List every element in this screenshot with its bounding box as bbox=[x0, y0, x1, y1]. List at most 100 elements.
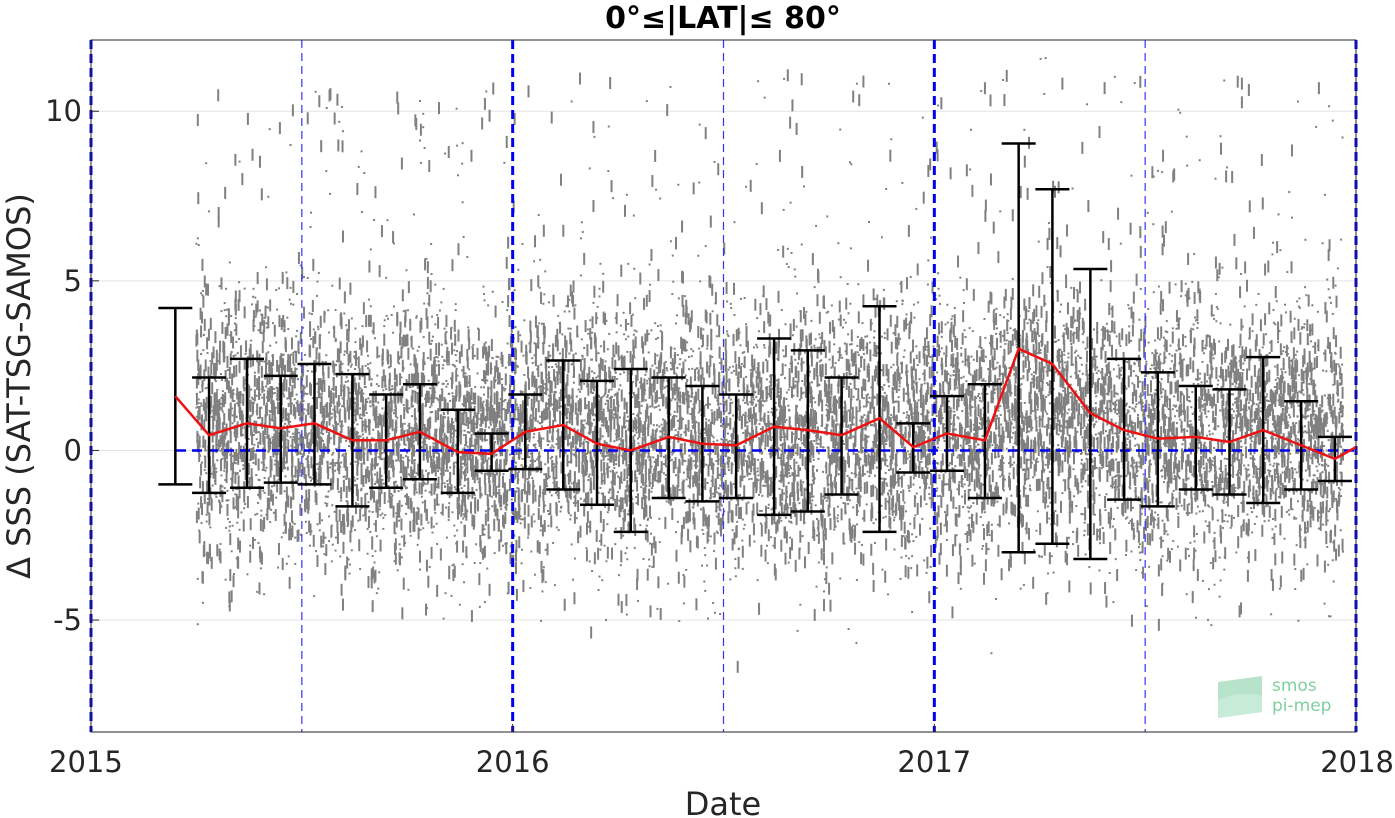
scatter-point bbox=[289, 144, 292, 147]
scatter-point bbox=[602, 448, 605, 461]
scatter-point bbox=[331, 284, 334, 287]
scatter-point bbox=[348, 478, 351, 491]
scatter-point bbox=[631, 497, 634, 500]
scatter-point bbox=[215, 391, 218, 404]
scatter-point bbox=[501, 388, 504, 391]
scatter-point bbox=[370, 576, 373, 589]
scatter-point bbox=[648, 263, 651, 266]
scatter-point bbox=[309, 338, 312, 341]
scatter-point bbox=[348, 404, 351, 407]
scatter-point bbox=[488, 345, 491, 358]
scatter-point bbox=[409, 431, 412, 434]
scatter-point bbox=[607, 170, 610, 173]
scatter-point bbox=[361, 365, 364, 378]
scatter-point bbox=[319, 315, 322, 328]
scatter-point bbox=[419, 161, 422, 164]
scatter-point bbox=[330, 462, 333, 465]
scatter-point bbox=[587, 400, 590, 413]
scatter-point bbox=[438, 428, 441, 441]
scatter-point bbox=[232, 489, 235, 492]
scatter-point bbox=[370, 384, 373, 387]
scatter-point bbox=[418, 345, 421, 348]
scatter-point bbox=[454, 333, 457, 346]
scatter-point bbox=[673, 414, 676, 427]
scatter-point bbox=[599, 417, 602, 420]
scatter-point bbox=[475, 488, 478, 491]
scatter-point bbox=[625, 419, 628, 422]
scatter-point bbox=[513, 289, 516, 292]
scatter-point bbox=[364, 385, 367, 388]
scatter-point bbox=[671, 358, 674, 371]
scatter-point bbox=[568, 298, 571, 301]
scatter-point bbox=[482, 370, 485, 383]
scatter-point bbox=[464, 474, 467, 477]
scatter-point bbox=[371, 536, 374, 539]
scatter-point bbox=[377, 456, 380, 459]
scatter-point bbox=[434, 410, 437, 423]
scatter-point bbox=[551, 366, 554, 369]
scatter-point bbox=[362, 437, 365, 450]
scatter-point bbox=[591, 331, 594, 334]
scatter-point bbox=[201, 382, 204, 385]
scatter-point bbox=[408, 422, 411, 435]
scatter-point bbox=[472, 444, 475, 447]
scatter-point bbox=[542, 302, 545, 305]
scatter-point bbox=[201, 481, 204, 494]
scatter-point bbox=[664, 360, 667, 363]
scatter-point bbox=[460, 521, 463, 524]
scatter-point bbox=[388, 487, 391, 500]
scatter-point bbox=[318, 438, 321, 451]
scatter-point bbox=[530, 398, 533, 411]
scatter-point bbox=[320, 436, 323, 449]
scatter-point bbox=[284, 364, 287, 377]
scatter-point bbox=[704, 589, 707, 592]
scatter-point bbox=[237, 298, 240, 311]
scatter-point bbox=[391, 452, 394, 455]
scatter-point bbox=[427, 521, 430, 524]
scatter-point bbox=[698, 483, 701, 496]
scatter-point bbox=[227, 381, 230, 394]
scatter-point bbox=[575, 408, 578, 411]
scatter-point bbox=[432, 525, 435, 528]
scatter-point bbox=[404, 309, 407, 322]
scatter-point bbox=[383, 440, 386, 443]
scatter-point bbox=[664, 454, 667, 467]
scatter-point bbox=[637, 412, 640, 425]
scatter-point bbox=[393, 428, 396, 441]
scatter-point bbox=[376, 499, 379, 512]
scatter-point bbox=[369, 488, 372, 501]
scatter-point bbox=[582, 423, 585, 436]
scatter-point bbox=[335, 364, 338, 367]
scatter-point bbox=[565, 346, 568, 359]
scatter-point bbox=[605, 399, 608, 402]
scatter-point bbox=[232, 575, 235, 588]
scatter-point bbox=[548, 410, 551, 423]
scatter-point bbox=[264, 305, 267, 308]
scatter-point bbox=[319, 401, 322, 414]
scatter-point bbox=[406, 411, 409, 414]
scatter-point bbox=[306, 445, 309, 448]
scatter-point bbox=[681, 294, 684, 307]
scatter-point bbox=[290, 353, 293, 356]
scatter-point bbox=[464, 453, 467, 456]
scatter-point bbox=[542, 569, 545, 582]
scatter-point bbox=[219, 501, 222, 514]
scatter-point bbox=[220, 458, 223, 461]
scatter-point bbox=[685, 568, 688, 571]
scatter-point bbox=[680, 417, 683, 430]
scatter-point bbox=[423, 423, 426, 436]
scatter-point bbox=[238, 290, 241, 303]
scatter-point bbox=[381, 348, 384, 361]
scatter-point bbox=[381, 512, 384, 515]
scatter-point bbox=[483, 97, 486, 110]
scatter-point bbox=[271, 436, 274, 439]
scatter-point bbox=[549, 380, 552, 393]
scatter-point bbox=[201, 289, 204, 292]
scatter-point bbox=[495, 453, 498, 456]
scatter-point bbox=[411, 415, 414, 418]
scatter-point bbox=[618, 499, 621, 502]
scatter-point bbox=[648, 377, 651, 380]
scatter-point bbox=[682, 602, 685, 605]
scatter-point bbox=[249, 343, 252, 356]
scatter-point bbox=[219, 542, 222, 545]
